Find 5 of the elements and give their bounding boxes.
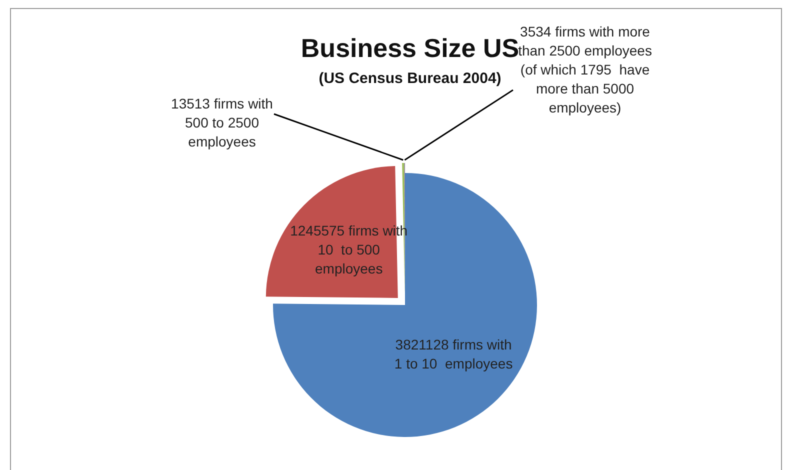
slice-label: 3534 firms with more than 2500 employees (of which 1795 have more than 5000 employees) [518, 24, 652, 116]
slice-label: 3821128 firms with 1 to 10 employees [394, 336, 513, 372]
slice-label: 13513 firms with 500 to 2500 employees [171, 96, 273, 150]
text: (US Census Bureau 2004) [318, 70, 502, 87]
chart-title: Business Size US [300, 33, 520, 63]
